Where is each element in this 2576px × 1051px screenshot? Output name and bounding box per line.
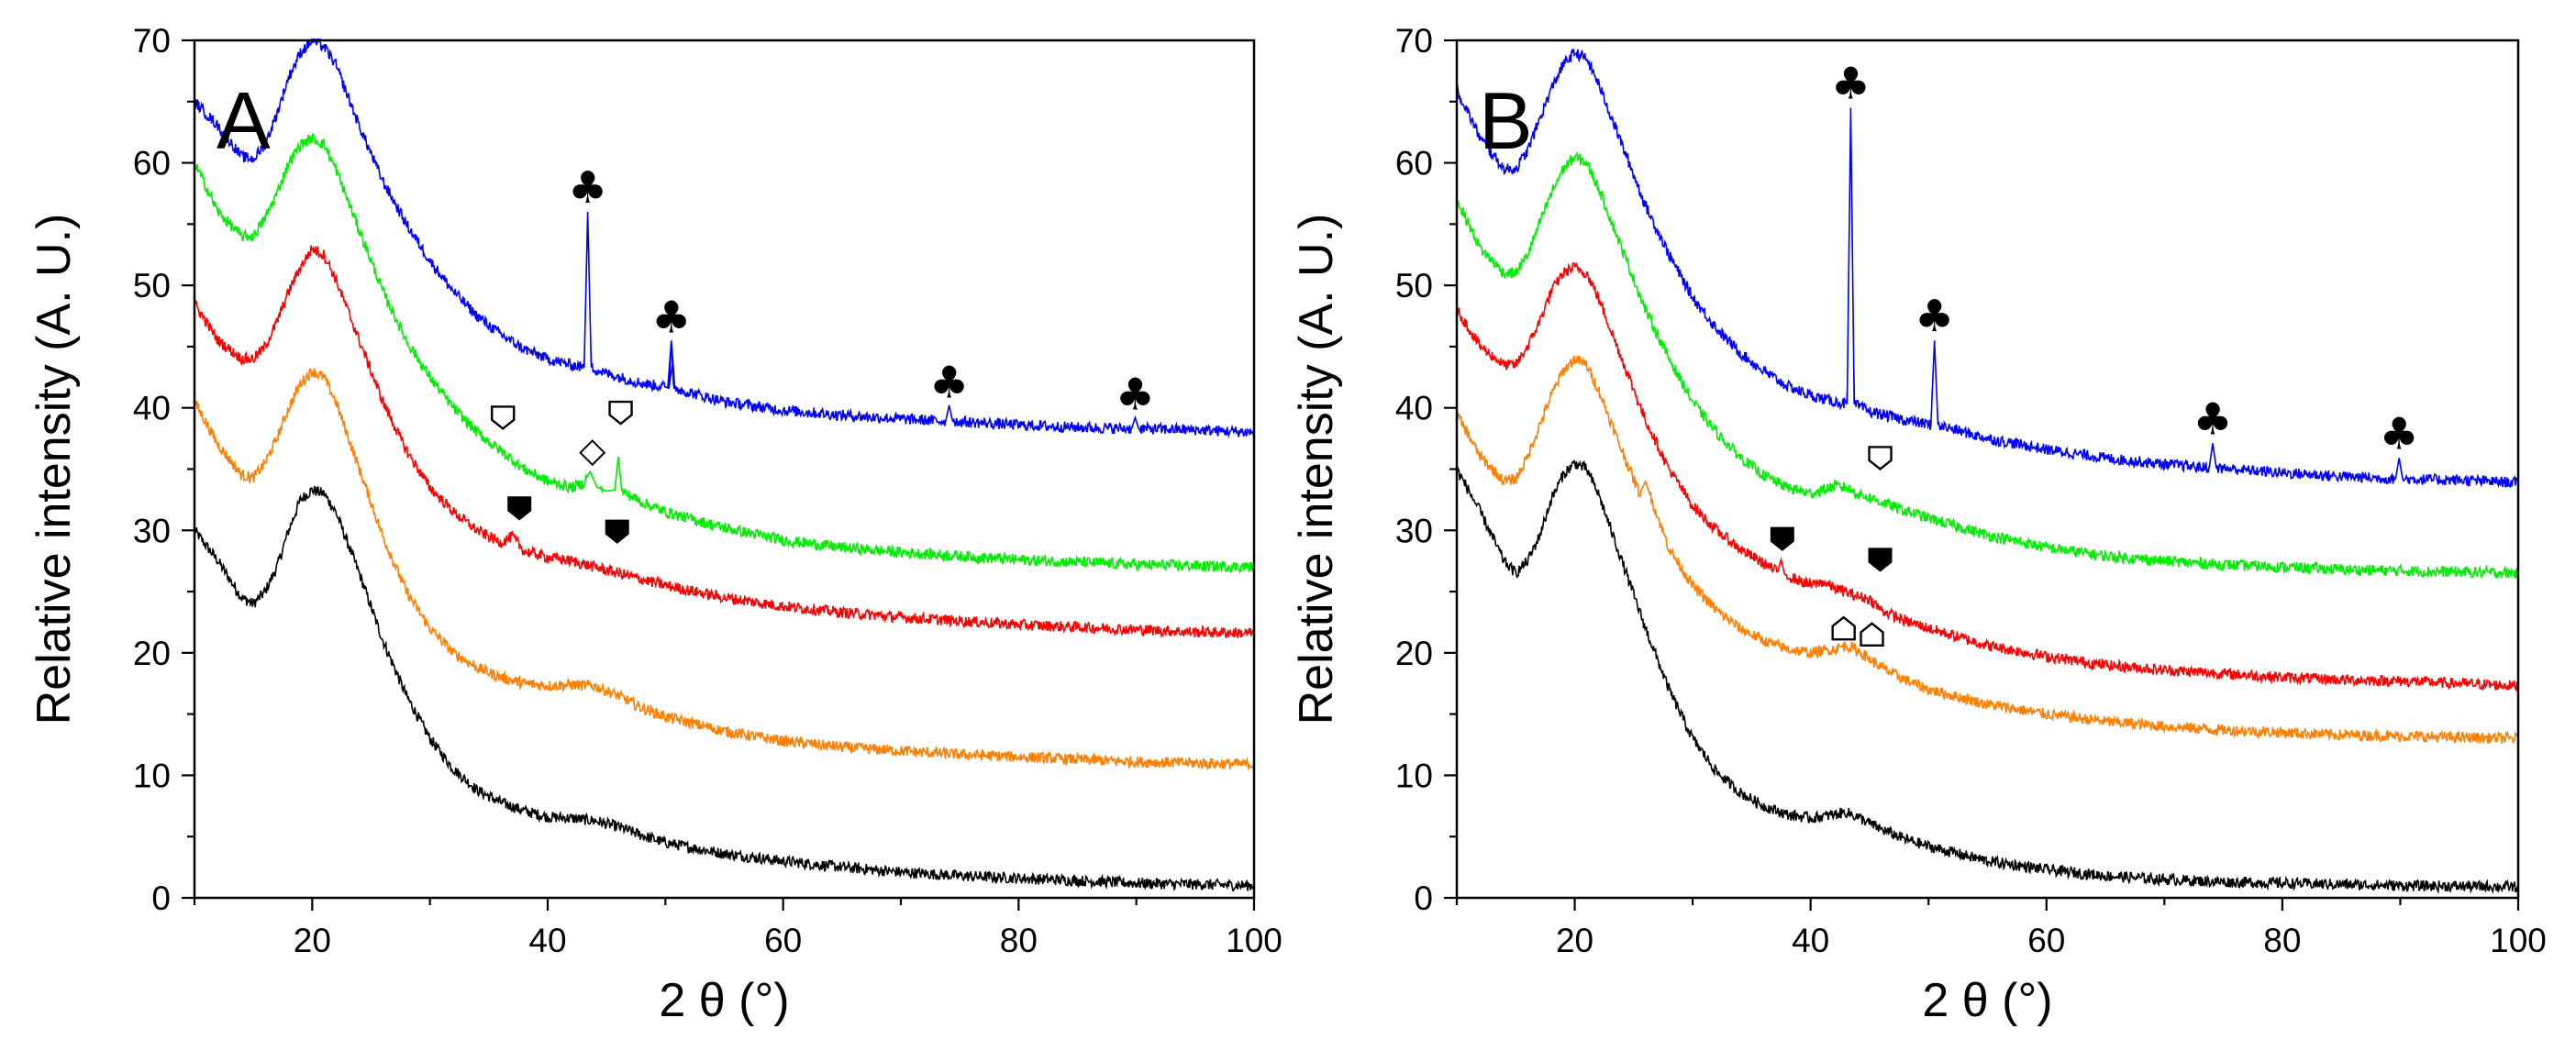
panel-b-label: B <box>1479 75 1533 166</box>
panel-b-x-tick-label: 100 <box>2490 922 2547 959</box>
panel-a-marker-pentagon-down-open-5 <box>491 405 516 430</box>
panel-a-y-tick-label: 40 <box>133 390 171 427</box>
panel-a-traces <box>194 39 1254 892</box>
panel-b: ♣ ♣ ♣ ♣ 20 40 60 80 100 0 10 20 30 40 50 60 70 B 2 θ (… <box>1290 22 2547 1027</box>
panel-b-ticks <box>1444 39 2520 911</box>
panel-a-marker-pentagon-down-filled-8 <box>605 519 629 544</box>
panel-b-y-tick-label: 20 <box>1395 635 1433 672</box>
panel-a-label: A <box>217 75 271 166</box>
panel-a-markers: ♣ ♣ ♣ ♣ ◇ <box>491 162 1155 544</box>
panel-b-series-green <box>1457 150 2518 579</box>
panel-b-markers: ♣ ♣ ♣ ♣ <box>1770 58 2419 647</box>
panel-b-series-orange <box>1457 354 2518 746</box>
panel-a-y-tick-label: 0 <box>151 880 171 917</box>
panel-b-y-tick-label: 0 <box>1414 880 1433 917</box>
panel-b-series-black <box>1457 459 2518 894</box>
panel-b-y-tick-label: 50 <box>1395 267 1433 304</box>
panel-a-marker-club-0: ♣ <box>568 162 607 214</box>
panel-b-marker-club-3: ♣ <box>2380 408 2419 459</box>
panel-b-marker-pentagon-down-filled-5 <box>1770 526 1794 551</box>
panel-b-y-tick-label: 30 <box>1395 512 1433 549</box>
panel-a-series-blue <box>194 39 1254 439</box>
panel-a-x-tick-labels: 20 40 60 80 100 <box>294 922 1282 959</box>
panel-a-x-tick-label: 40 <box>528 922 566 959</box>
panel-a-y-tick-label: 10 <box>133 757 171 794</box>
panel-b-series-red <box>1457 262 2518 692</box>
panel-b-x-axis-label: 2 θ (°) <box>1922 974 2052 1027</box>
panel-a-marker-diamond-open-4: ◇ <box>579 429 606 470</box>
panel-b-marker-club-1: ♣ <box>1915 291 1954 342</box>
panel-a-series-black <box>194 485 1254 892</box>
panel-b-x-tick-label: 40 <box>1792 922 1829 959</box>
panel-b-x-tick-label: 60 <box>2027 922 2065 959</box>
panel-b-marker-club-2: ♣ <box>2193 393 2233 445</box>
panel-a-x-axis-label: 2 θ (°) <box>659 974 789 1027</box>
panel-a-series-red <box>194 245 1254 639</box>
panel-b-marker-pentagon-down-open-4 <box>1868 446 1893 471</box>
panel-a-marker-pentagon-down-open-6 <box>608 400 633 426</box>
panel-a-ticks <box>182 39 1256 911</box>
panel-a-series-orange <box>194 368 1254 771</box>
panel-b-marker-pentagon-down-filled-6 <box>1868 548 1893 572</box>
panel-b-x-tick-label: 20 <box>1556 922 1593 959</box>
panel-b-marker-pentagon-up-open-8 <box>1860 622 1884 647</box>
panel-a: ♣ ♣ ♣ ♣ ◇ 20 40 60 80 100 0 10 20 30 40 50 60 70 A 2 θ … <box>28 22 1282 1027</box>
panel-b-y-tick-label: 10 <box>1395 757 1433 794</box>
panel-a-x-tick-label: 100 <box>1226 922 1282 959</box>
panel-b-traces <box>1457 48 2518 894</box>
panel-a-y-tick-label: 30 <box>133 512 171 549</box>
panel-b-y-tick-label: 40 <box>1395 390 1433 427</box>
panel-a-marker-pentagon-down-filled-7 <box>507 496 532 521</box>
panel-a-marker-club-3: ♣ <box>1116 370 1155 421</box>
panel-b-y-axis-label: Relative intensity (A. U.) <box>1290 214 1343 725</box>
panel-a-y-axis-label: Relative intensity (A. U.) <box>28 214 81 725</box>
panel-a-series-green <box>194 132 1254 574</box>
panel-a-y-tick-label: 70 <box>133 22 171 60</box>
panel-a-y-tick-label: 60 <box>133 145 171 183</box>
panel-a-marker-club-1: ♣ <box>651 293 691 344</box>
panel-a-x-tick-label: 60 <box>764 922 802 959</box>
panel-b-marker-club-0: ♣ <box>1831 58 1871 109</box>
panel-a-x-tick-label: 20 <box>294 922 331 959</box>
panel-a-y-tick-label: 20 <box>133 635 171 672</box>
panel-a-marker-club-2: ♣ <box>929 357 969 408</box>
panel-a-x-tick-label: 80 <box>1000 922 1038 959</box>
panel-a-y-tick-label: 50 <box>133 267 171 304</box>
panel-b-y-tick-label: 70 <box>1395 22 1433 60</box>
panel-b-series-blue <box>1457 48 2518 489</box>
panel-b-x-tick-label: 80 <box>2263 922 2301 959</box>
panel-a-plot-frame <box>193 39 1256 900</box>
panel-b-plot-frame <box>1455 39 2520 900</box>
panel-b-y-tick-label: 60 <box>1395 145 1433 183</box>
panel-b-y-tick-labels: 0 10 20 30 40 50 60 70 <box>1395 22 1433 917</box>
panel-a-y-tick-labels: 0 10 20 30 40 50 60 70 <box>133 22 171 917</box>
panel-b-marker-pentagon-up-open-7 <box>1831 615 1856 641</box>
panel-b-x-tick-labels: 20 40 60 80 100 <box>1556 922 2547 959</box>
